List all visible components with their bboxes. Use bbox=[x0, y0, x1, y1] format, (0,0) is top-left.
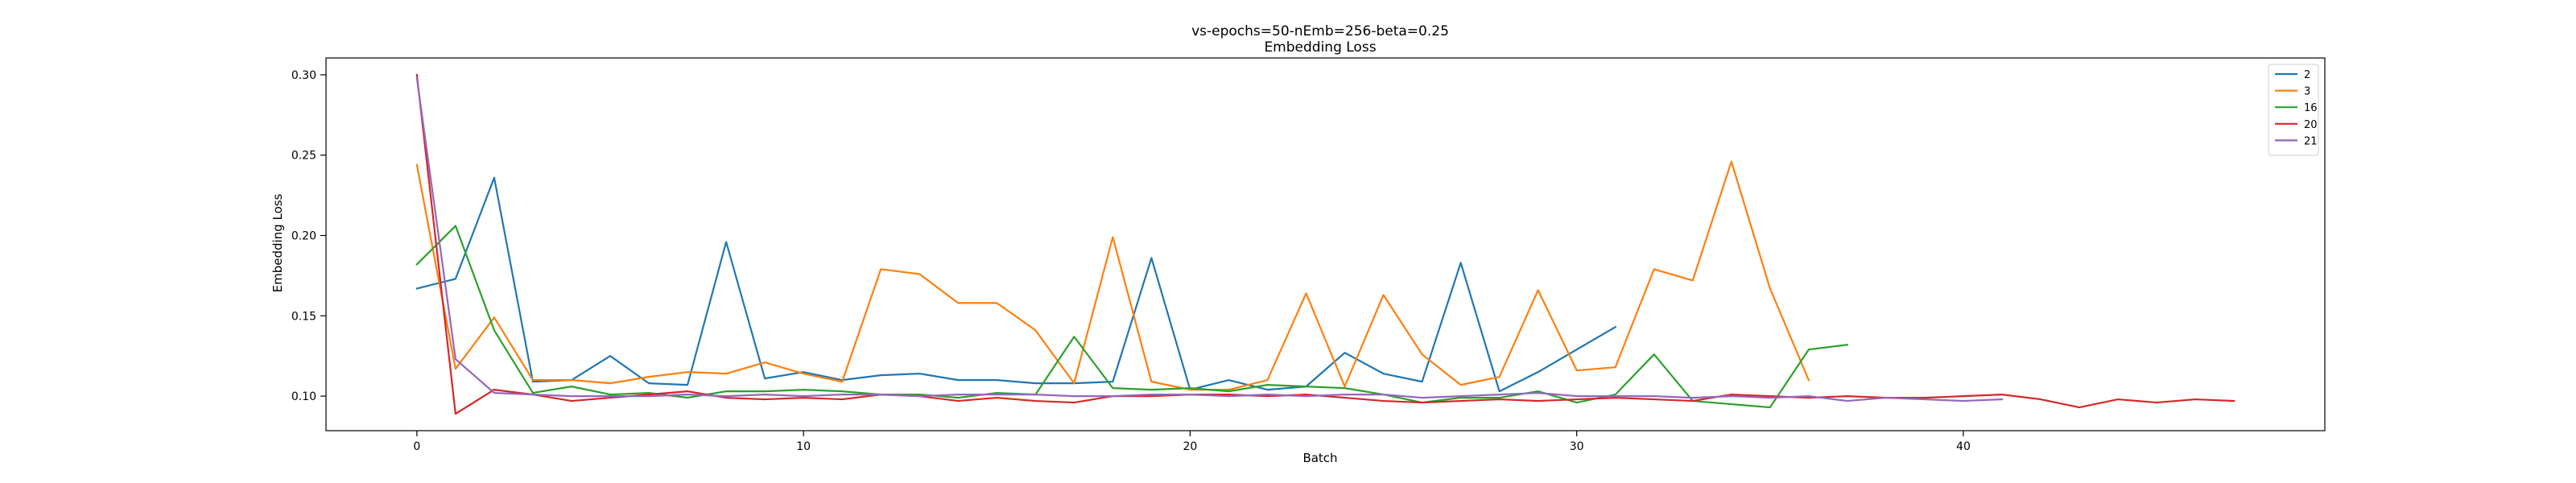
x-tick-label: 40 bbox=[1956, 440, 1971, 453]
legend-label-21: 21 bbox=[2304, 135, 2318, 147]
y-axis-label: Embedding Loss bbox=[270, 193, 285, 292]
legend-label-2: 2 bbox=[2304, 69, 2310, 81]
series-3 bbox=[415, 160, 1810, 391]
y-tick-label: 0.10 bbox=[291, 390, 316, 403]
chart-subtitle: Embedding Loss bbox=[1264, 39, 1376, 56]
y-tick-label: 0.25 bbox=[291, 150, 316, 163]
x-tick-label: 30 bbox=[1570, 440, 1584, 453]
legend-label-20: 20 bbox=[2304, 119, 2318, 131]
x-tick-label: 10 bbox=[796, 440, 811, 453]
y-tick-label: 0.15 bbox=[291, 310, 316, 323]
series-21 bbox=[415, 76, 2004, 402]
y-tick-label: 0.20 bbox=[291, 230, 316, 243]
legend-box bbox=[2268, 64, 2319, 156]
legend-label-16: 16 bbox=[2304, 102, 2318, 114]
legend-label-3: 3 bbox=[2304, 86, 2310, 98]
series-2 bbox=[415, 176, 1617, 393]
x-tick-label: 20 bbox=[1183, 440, 1197, 453]
series-line-3 bbox=[415, 160, 1810, 391]
x-axis-label: Batch bbox=[1302, 451, 1337, 465]
x-tick-label: 0 bbox=[413, 440, 420, 453]
plot-area: 0 10 20 30 40 0.10 0.15 0.20 0.25 0.30 bbox=[291, 57, 2326, 453]
series-line-2 bbox=[415, 176, 1617, 393]
series-line-21 bbox=[415, 76, 2004, 402]
legend: 2 3 16 20 21 bbox=[2268, 64, 2319, 156]
chart-title: vs-epochs=50-nEmb=256-beta=0.25 bbox=[1191, 23, 1449, 39]
y-tick-label: 0.30 bbox=[291, 69, 316, 82]
axes-frame bbox=[325, 57, 2326, 431]
